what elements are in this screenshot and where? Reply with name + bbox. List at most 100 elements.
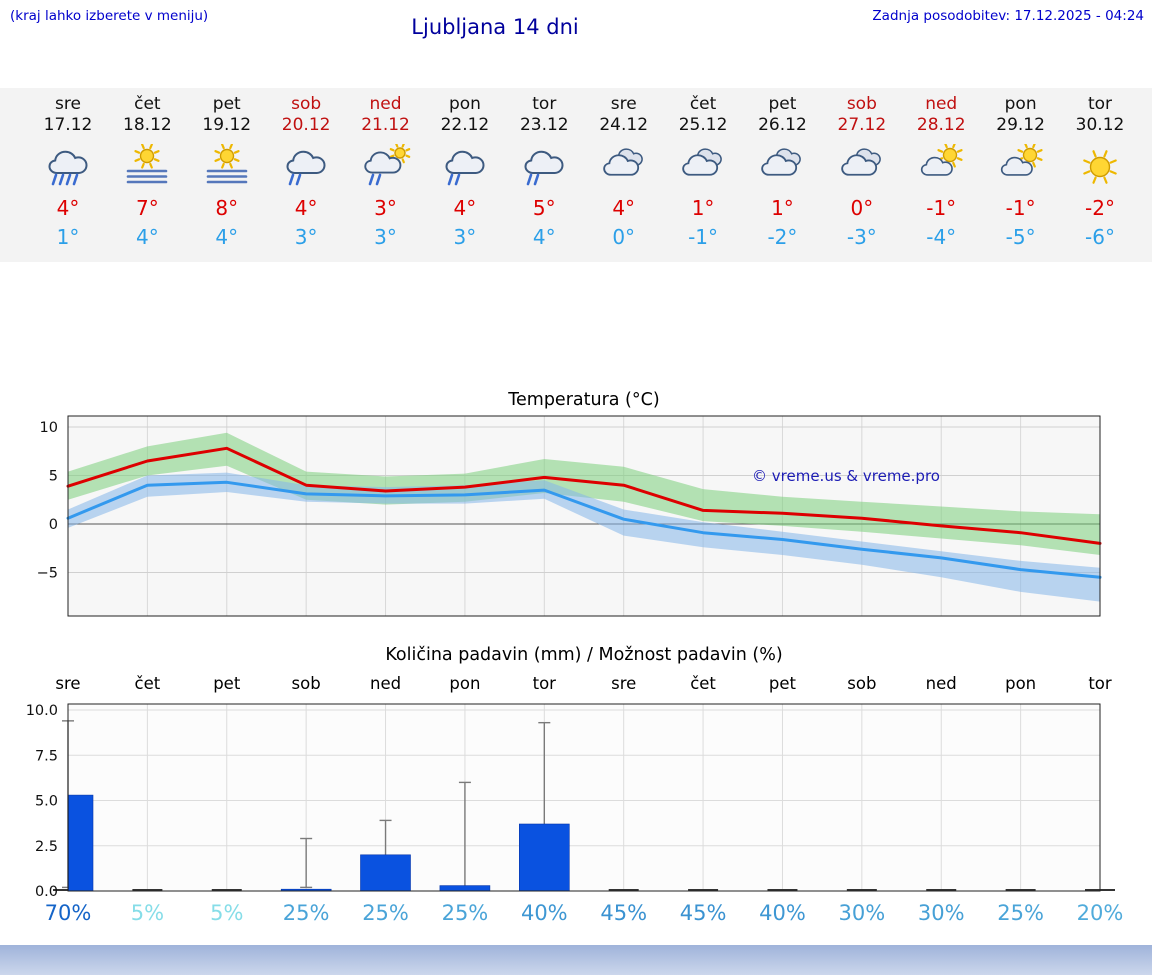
temperature-chart: 10 5 0 −5: [0, 413, 1152, 625]
day-date: 20.12: [281, 115, 331, 135]
temp-max: 8°: [215, 196, 239, 220]
precip-day-label: ned: [369, 674, 402, 693]
sun-fog-icon: [206, 144, 248, 184]
temp-min: 3°: [294, 225, 318, 249]
svg-text:5.0: 5.0: [35, 794, 58, 810]
precip-probability: 30%: [917, 901, 965, 925]
day-name: tor: [532, 94, 557, 114]
day-date: 30.12: [1075, 115, 1125, 135]
weather-icon: [742, 139, 822, 195]
temp-max: 4°: [294, 196, 318, 220]
rain-icon: [48, 150, 88, 186]
weather-icon: [346, 139, 426, 195]
precip-day-label: ned: [925, 674, 957, 693]
precip-probability: 5%: [210, 901, 244, 925]
temp-min: 1°: [56, 225, 80, 249]
day-name: pet: [768, 94, 797, 114]
svg-text:10.0: 10.0: [26, 703, 58, 719]
sun-cloud-icon: [921, 144, 963, 176]
day-name: ned: [369, 94, 402, 114]
precip-day-labels: sre čet pet sob ned pon tor sre čet pet sob ned pon t…: [0, 674, 1152, 698]
forecast-day: sob 20.12 4° 3°: [266, 88, 346, 249]
weather-icon: [901, 139, 981, 195]
precip-day-label: sre: [55, 674, 81, 693]
day-name: sre: [610, 94, 637, 114]
day-name: sre: [55, 94, 81, 114]
precip-probability: 45%: [600, 901, 648, 925]
temp-max: 4°: [56, 196, 80, 220]
day-date: 28.12: [916, 115, 966, 135]
watermark-link[interactable]: © vreme.us & vreme.pro: [752, 467, 940, 485]
day-date: 18.12: [123, 115, 172, 135]
temp-min: 4°: [136, 225, 159, 249]
forecast-day: sob 27.12 0° -3°: [822, 88, 902, 249]
forecast-day: pet 26.12 1° -2°: [742, 88, 822, 249]
weather-icon: [822, 139, 902, 195]
temp-min: -4°: [926, 225, 957, 249]
showers-icon: [524, 150, 564, 186]
precip-day-label: tor: [532, 674, 556, 693]
footer-bar: [0, 945, 1152, 975]
cloudy-icon: [682, 148, 722, 176]
temp-min: -2°: [767, 225, 798, 249]
precip-probability: 25%: [997, 901, 1044, 925]
day-date: 25.12: [678, 115, 728, 135]
showers-icon: [286, 150, 326, 186]
precip-probability: 70%: [44, 901, 92, 925]
forecast-day: ned 28.12 -1° -4°: [901, 88, 981, 249]
precip-probability: 40%: [520, 901, 568, 925]
forecast-day: čet 25.12 1° -1°: [663, 88, 743, 249]
showers-icon: [445, 150, 485, 186]
sun-showers-icon: [363, 144, 410, 186]
svg-text:0: 0: [49, 517, 58, 533]
temp-max: -2°: [1085, 196, 1115, 220]
precip-probability: 20%: [1076, 901, 1124, 925]
precip-day-label: čet: [134, 674, 161, 693]
day-name: sob: [846, 94, 877, 114]
page-title: Ljubljana 14 dni: [411, 15, 579, 39]
day-date: 19.12: [202, 115, 252, 135]
svg-text:−5: −5: [37, 566, 58, 582]
precip-probability-row: 70% 5% 5% 25% 25% 25% 40% 45% 45% 40% 30% 30% 25% 20%: [0, 901, 1152, 931]
temp-max: -1°: [926, 196, 957, 220]
weather-icon: [425, 139, 505, 195]
weather-icon: [266, 139, 346, 195]
precip-probability: 25%: [441, 901, 489, 925]
precip-probability: 25%: [362, 901, 409, 925]
temp-min: 4°: [532, 225, 556, 249]
day-name: ned: [925, 94, 958, 114]
svg-text:10: 10: [40, 420, 58, 436]
cloudy-icon: [602, 148, 643, 176]
precip-day-label: pon: [1005, 674, 1037, 693]
precip-probability: 25%: [282, 901, 330, 925]
precipitation-chart: 0.0 2.5 5.0 7.5 10.0: [0, 698, 1152, 900]
weather-icon: [584, 139, 664, 195]
temp-min: 3°: [374, 225, 397, 249]
temp-min: -5°: [1005, 225, 1036, 249]
forecast-day: sre 24.12 4° 0°: [584, 88, 664, 249]
temp-max: 4°: [612, 196, 636, 220]
day-date: 22.12: [440, 115, 490, 135]
day-date: 27.12: [837, 115, 887, 135]
precip-probability: 30%: [838, 901, 886, 925]
forecast-day: sre 17.12 4° 1°: [28, 88, 108, 249]
temp-max: 5°: [532, 196, 556, 220]
day-date: 17.12: [43, 115, 93, 135]
day-name: pon: [1004, 94, 1037, 114]
temperature-chart-title: Temperatura (°C): [508, 390, 660, 410]
precip-day-label: sob: [847, 674, 877, 693]
precipitation-chart-title: Količina padavin (mm) / Možnost padavin …: [385, 645, 783, 665]
day-name: pon: [448, 94, 481, 114]
day-name: pet: [212, 94, 241, 114]
forecast-day: čet 18.12 7° 4°: [107, 88, 187, 249]
precip-probability: 40%: [759, 901, 806, 925]
temp-max: 1°: [771, 196, 794, 220]
day-date: 24.12: [599, 115, 649, 135]
forecast-day: pon 29.12 -1° -5°: [981, 88, 1061, 249]
precip-day-label: pet: [768, 674, 796, 693]
temp-min: 3°: [453, 225, 477, 249]
cloudy-icon: [761, 148, 802, 176]
cloudy-icon: [841, 148, 881, 176]
sun-fog-icon: [127, 144, 168, 184]
